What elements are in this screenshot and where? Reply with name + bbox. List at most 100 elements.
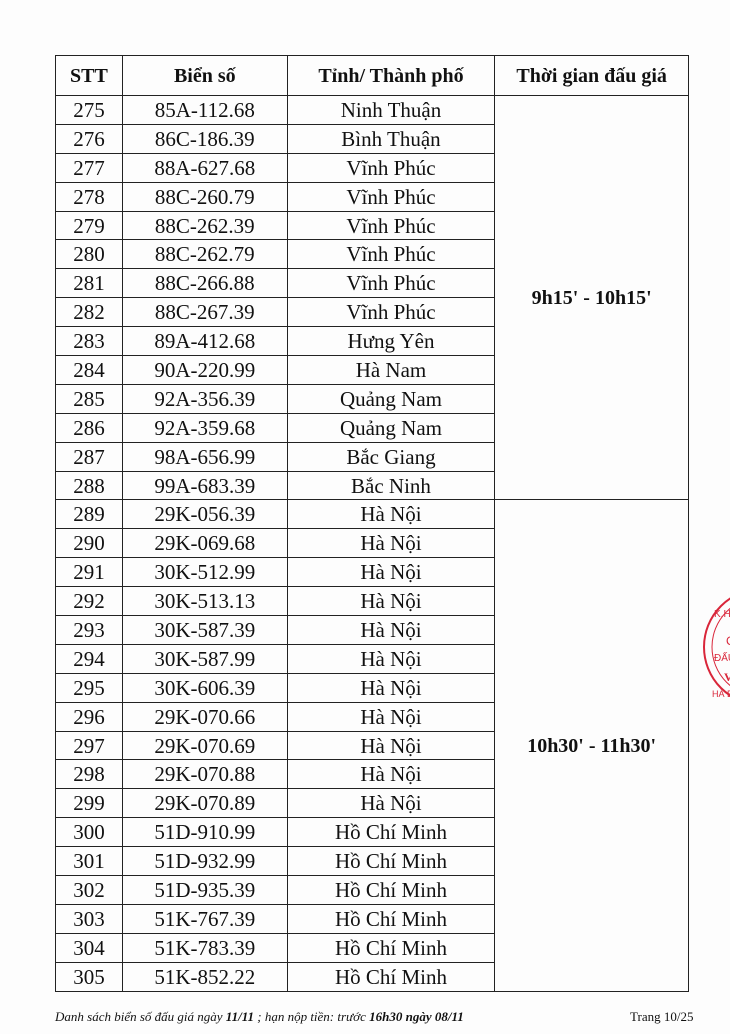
plate-cell: 30K-587.39 <box>121 615 288 645</box>
table-header-row: STT Biển số Tỉnh/ Thành phố Thời gian đấ… <box>55 55 689 96</box>
province-cell: Hồ Chí Minh <box>286 846 496 877</box>
stt-cell: 293 <box>55 615 123 645</box>
province-cell: Hồ Chí Minh <box>286 817 496 848</box>
province-cell: Hà Nội <box>286 499 496 530</box>
province-cell: Hà Nội <box>286 730 496 761</box>
stt-cell: 291 <box>55 557 123 588</box>
header-plate: Biển số <box>121 55 288 96</box>
table-row: 303 51K-767.39 Hồ Chí Minh <box>55 903 689 934</box>
stt-cell: 301 <box>55 846 123 877</box>
auction-time-cell: 10h30' - 11h30' <box>494 499 689 992</box>
header-time: Thời gian đấu giá <box>494 55 689 96</box>
province-cell: Hồ Chí Minh <box>286 961 496 992</box>
province-cell: Hà Nội <box>286 672 496 703</box>
stt-cell: 286 <box>55 412 123 443</box>
stt-cell: 304 <box>55 932 123 963</box>
plate-cell: 51D-935.39 <box>121 875 288 905</box>
province-cell: Hồ Chí Minh <box>286 932 496 963</box>
stt-cell: 284 <box>55 355 123 385</box>
plate-cell: 92A-359.68 <box>121 412 288 443</box>
stt-cell: 305 <box>55 961 123 992</box>
province-cell: Vĩnh Phúc <box>286 152 496 183</box>
stt-cell: 289 <box>55 499 123 530</box>
province-cell: Hà Nội <box>286 615 496 645</box>
province-cell: Quảng Nam <box>286 383 496 414</box>
footer-text: ; hạn nộp tiền: trước <box>253 1009 370 1024</box>
province-cell: Hà Nội <box>286 528 496 559</box>
table-row: 276 86C-186.39 Bình Thuận <box>55 123 689 154</box>
header-stt: STT <box>55 55 123 96</box>
plate-cell: 29K-070.89 <box>121 788 288 819</box>
province-cell: Vĩnh Phúc <box>286 268 496 299</box>
table-row: 290 29K-069.68 Hà Nội <box>55 528 689 559</box>
stt-cell: 281 <box>55 268 123 299</box>
table-row: 295 30K-606.39 Hà Nội <box>55 672 689 703</box>
table-row: 296 29K-070.66 Hà Nội <box>55 701 689 732</box>
page-number: Trang 10/25 <box>630 1009 694 1024</box>
province-cell: Hà Nội <box>286 788 496 819</box>
stt-cell: 302 <box>55 875 123 905</box>
province-cell: Bắc Giang <box>286 441 496 472</box>
table-row: 291 30K-512.99 Hà Nội <box>55 557 689 588</box>
plate-cell: 51K-767.39 <box>121 903 288 934</box>
stt-cell: 283 <box>55 326 123 357</box>
table-row: 278 88C-260.79 Vĩnh Phúc <box>55 181 689 212</box>
plate-cell: 29K-070.66 <box>121 701 288 732</box>
table-row: 286 92A-359.68 Quảng Nam <box>55 412 689 443</box>
plate-cell: 51D-932.99 <box>121 846 288 877</box>
plate-cell: 29K-070.88 <box>121 759 288 790</box>
plate-cell: 98A-656.99 <box>121 441 288 472</box>
plate-cell: 29K-069.68 <box>121 528 288 559</box>
province-cell: Hà Nội <box>286 557 496 588</box>
auction-plate-table: STT Biển số Tỉnh/ Thành phố Thời gian đấ… <box>55 55 689 992</box>
province-cell: Hà Nội <box>286 643 496 674</box>
stt-cell: 297 <box>55 730 123 761</box>
stt-cell: 280 <box>55 239 123 270</box>
stt-cell: 298 <box>55 759 123 790</box>
plate-cell: 30K-587.99 <box>121 643 288 674</box>
table-row: 280 88C-262.79 Vĩnh Phúc <box>55 239 689 270</box>
plate-cell: 90A-220.99 <box>121 355 288 385</box>
svg-text:VI: VI <box>724 670 730 684</box>
plate-cell: 88C-260.79 <box>121 181 288 212</box>
plate-cell: 51K-783.39 <box>121 932 288 963</box>
plate-cell: 92A-356.39 <box>121 383 288 414</box>
red-stamp: K.H C ĐẤU VI HÀ Đ <box>703 597 730 699</box>
stt-cell: 287 <box>55 441 123 472</box>
plate-cell: 30K-606.39 <box>121 672 288 703</box>
footer-date: 11/11 <box>225 1009 254 1024</box>
province-cell: Hà Nội <box>286 759 496 790</box>
plate-cell: 51D-910.99 <box>121 817 288 848</box>
svg-text:C: C <box>726 634 730 648</box>
stt-cell: 288 <box>55 470 123 501</box>
province-cell: Bắc Ninh <box>286 470 496 501</box>
province-cell: Hà Nội <box>286 701 496 732</box>
table-row: 282 88C-267.39 Vĩnh Phúc <box>55 297 689 328</box>
table-row: 288 99A-683.39 Bắc Ninh <box>55 470 689 501</box>
province-cell: Bình Thuận <box>286 123 496 154</box>
table-row: 279 88C-262.39 Vĩnh Phúc <box>55 210 689 241</box>
table-row: 297 29K-070.69 Hà Nội <box>55 730 689 761</box>
stt-cell: 279 <box>55 210 123 241</box>
province-cell: Hồ Chí Minh <box>286 875 496 905</box>
header-province: Tỉnh/ Thành phố <box>286 55 496 96</box>
svg-text:HÀ Đ: HÀ Đ <box>712 689 730 699</box>
auction-time-cell: 9h15' - 10h15' <box>494 94 689 501</box>
province-cell: Quảng Nam <box>286 412 496 443</box>
table-row: 283 89A-412.68 Hưng Yên <box>55 326 689 357</box>
table-row: 298 29K-070.88 Hà Nội <box>55 759 689 790</box>
province-cell: Hà Nam <box>286 355 496 385</box>
plate-cell: 30K-512.99 <box>121 557 288 588</box>
stt-cell: 295 <box>55 672 123 703</box>
stt-cell: 276 <box>55 123 123 154</box>
stt-cell: 303 <box>55 903 123 934</box>
plate-cell: 88C-262.79 <box>121 239 288 270</box>
footer-note: Danh sách biển số đấu giá ngày 11/11 ; h… <box>55 1009 464 1025</box>
stt-cell: 282 <box>55 297 123 328</box>
table-row: 299 29K-070.89 Hà Nội <box>55 788 689 819</box>
province-cell: Hưng Yên <box>286 326 496 357</box>
province-cell: Vĩnh Phúc <box>286 181 496 212</box>
province-cell: Ninh Thuận <box>286 95 496 125</box>
plate-cell: 99A-683.39 <box>121 470 288 501</box>
stt-cell: 275 <box>55 95 123 125</box>
